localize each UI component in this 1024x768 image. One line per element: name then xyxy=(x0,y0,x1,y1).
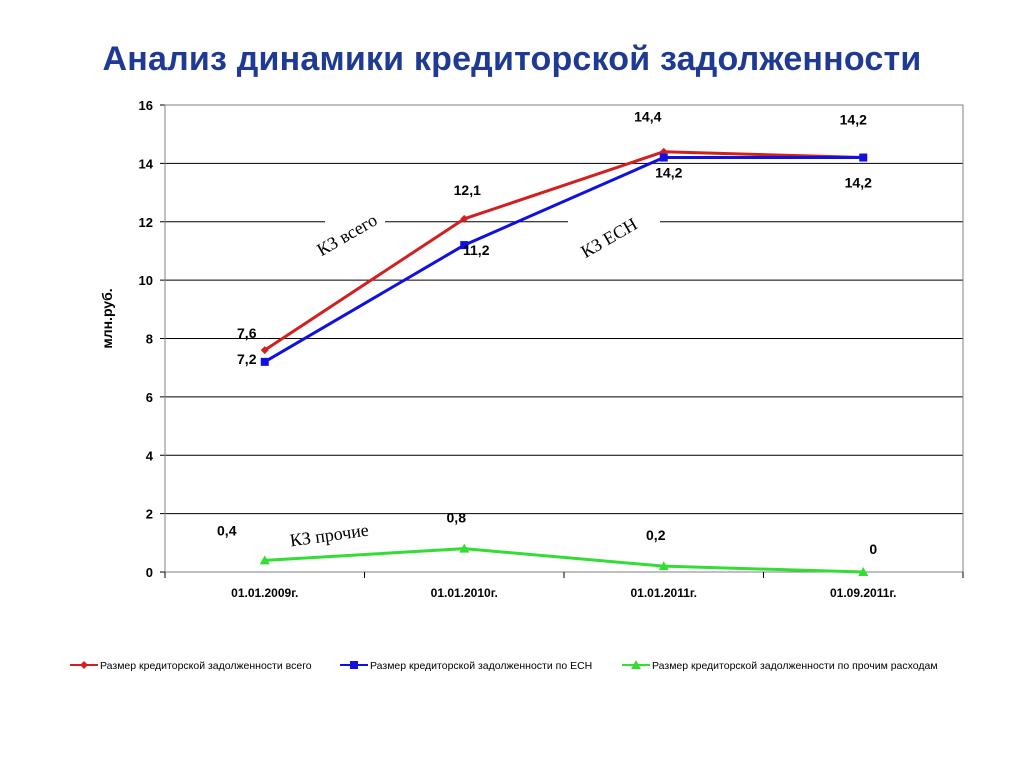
legend: Размер кредиторской задолженности всего Р… xyxy=(70,660,938,672)
data-label: 14,2 xyxy=(845,175,872,191)
x-tick-labels: 01.01.2009г. 01.01.2010г. 01.01.2011г. 01.0… xyxy=(164,572,964,600)
series-group xyxy=(259,147,869,576)
data-point xyxy=(859,153,868,162)
legend-label: Размер кредиторской задолженности всего xyxy=(100,660,312,672)
y-axis-label: млн.руб. xyxy=(99,288,115,348)
data-point xyxy=(260,357,269,366)
data-point xyxy=(259,555,270,565)
y-tick-label: 6 xyxy=(146,390,153,405)
data-point xyxy=(659,153,668,162)
y-tick-label: 8 xyxy=(146,332,153,347)
series-line xyxy=(264,547,864,574)
data-label: 0 xyxy=(869,541,877,557)
y-tick-label: 16 xyxy=(139,98,153,113)
data-label: 14,2 xyxy=(840,112,867,128)
series-1 xyxy=(260,153,868,366)
y-tick-label: 2 xyxy=(146,507,153,522)
annotation-2: КЗ прочие xyxy=(288,520,369,551)
y-tick-label: 14 xyxy=(139,156,154,171)
legend-label: Размер кредиторской задолженности по ЕСН xyxy=(370,660,592,672)
x-tick-label: 01.01.2011г. xyxy=(630,586,697,600)
data-point xyxy=(858,567,869,576)
legend-marker xyxy=(80,661,88,669)
annotation-background xyxy=(325,205,385,225)
data-label: 12,1 xyxy=(454,182,481,198)
legend-item-0: Размер кредиторской задолженности всего xyxy=(70,660,312,672)
data-label: 7,2 xyxy=(237,351,257,367)
data-point xyxy=(459,543,470,553)
legend-item-1: Размер кредиторской задолженности по ЕСН xyxy=(340,660,592,672)
series-2 xyxy=(259,543,869,576)
legend-marker xyxy=(631,660,641,669)
series-line xyxy=(263,150,864,352)
y-tick-label: 10 xyxy=(139,273,153,288)
data-label: 7,6 xyxy=(237,325,257,341)
data-label: 11,2 xyxy=(463,242,490,258)
y-tick-label: 4 xyxy=(146,448,154,463)
data-point xyxy=(658,561,669,571)
annotation-background xyxy=(568,205,660,225)
data-label: 14,2 xyxy=(655,165,682,181)
data-point xyxy=(260,346,269,355)
data-label: 0,8 xyxy=(447,510,467,526)
legend-label: Размер кредиторской задолженности по про… xyxy=(652,660,938,672)
data-label: 14,4 xyxy=(634,109,661,125)
legend-item-2: Размер кредиторской задолженности по про… xyxy=(622,660,938,672)
data-labels: 7,6 12,1 14,4 14,2 7,2 11,2 14,2 14,2 0,4 0,8 0,2 0 xyxy=(217,109,877,557)
page-title: Анализ динамики кредиторской задолженнос… xyxy=(102,40,922,78)
legend-marker xyxy=(350,661,358,669)
data-point xyxy=(460,241,469,250)
y-tick-label: 12 xyxy=(139,215,153,230)
x-tick-label: 01.09.2011г. xyxy=(830,586,897,600)
data-label: 0,4 xyxy=(217,522,237,538)
y-tick-labels: 0 2 4 6 8 10 12 14 16 xyxy=(139,98,154,580)
x-tick-label: 01.01.2009г. xyxy=(231,586,298,600)
y-tick-label: 0 xyxy=(146,565,153,580)
x-tick-label: 01.01.2010г. xyxy=(431,586,498,600)
data-point xyxy=(460,214,469,223)
series-0 xyxy=(260,147,868,355)
series-line xyxy=(263,156,864,364)
data-label: 0,2 xyxy=(646,527,666,543)
